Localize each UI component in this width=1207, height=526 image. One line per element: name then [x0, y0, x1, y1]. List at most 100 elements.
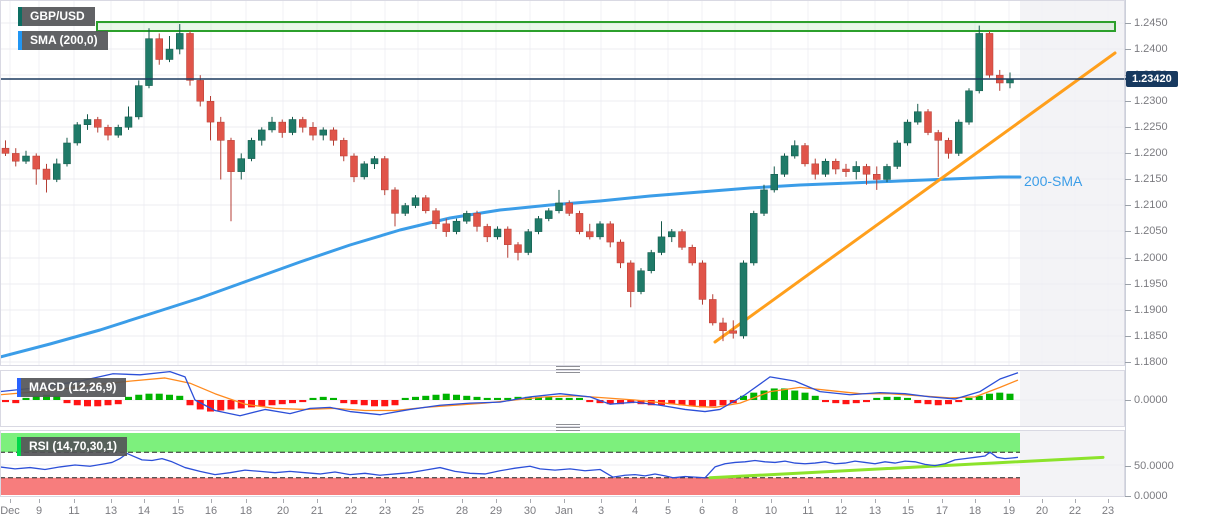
price-axis-label: 1.2050 — [1134, 225, 1168, 237]
sma200-line[interactable] — [0, 175, 1022, 359]
time-axis-tick — [385, 499, 386, 503]
time-axis-label: 5 — [664, 505, 672, 517]
price-axis-label: 1.2300 — [1134, 95, 1168, 107]
time-axis-tick — [211, 499, 212, 503]
time-axis-tick — [875, 499, 876, 503]
time-axis-label: 15 — [171, 505, 185, 517]
time-axis-tick — [246, 499, 247, 503]
symbol-badge: GBP/USD — [18, 7, 95, 26]
current-price-tag: 1.23420 — [1124, 71, 1178, 87]
time-axis-tick — [702, 499, 703, 503]
price-axis-tick — [1125, 231, 1131, 232]
price-axis-tick — [1125, 153, 1131, 154]
price-axis-label: 1.2200 — [1134, 147, 1168, 159]
time-axis-label: Jan — [555, 505, 573, 517]
time-axis-label: 21 — [310, 505, 324, 517]
time-axis-tick — [283, 499, 284, 503]
time-axis-tick — [1108, 499, 1109, 503]
time-axis-tick — [1075, 499, 1076, 503]
time-axis-label: 13 — [868, 505, 882, 517]
macd-histogram — [2, 388, 1014, 412]
price-axis-label: 1.1800 — [1134, 356, 1168, 368]
ascending-trendline[interactable] — [713, 51, 1117, 344]
time-axis-label: 11 — [802, 505, 814, 517]
time-axis-tick — [975, 499, 976, 503]
time-axis-tick — [462, 499, 463, 503]
price-axis-tick — [1125, 362, 1131, 363]
time-axis-label: 16 — [204, 505, 218, 517]
macd-indicator-badge: MACD (12,26,9) — [17, 378, 127, 397]
rsi-overbought-band — [0, 433, 1020, 453]
time-axis-label: 19 — [1002, 505, 1016, 517]
time-axis-label: 17 — [935, 505, 949, 517]
rsi-oversold-band — [0, 477, 1020, 495]
rsi-line — [0, 451, 1019, 479]
time-axis-label: 14 — [137, 505, 151, 517]
rsi-0-tick — [1125, 496, 1131, 497]
price-axis-tick — [1125, 101, 1131, 102]
macd-panel-resize-grip[interactable] — [556, 364, 580, 373]
time-axis-tick — [668, 499, 669, 503]
time-axis-label: 18 — [239, 505, 253, 517]
time-axis-tick — [942, 499, 943, 503]
time-axis-tick — [496, 499, 497, 503]
time-axis-tick — [10, 499, 11, 503]
rsi-trendline[interactable] — [708, 455, 1105, 480]
time-axis-label: 10 — [764, 505, 778, 517]
macd-panel-canvas[interactable] — [0, 370, 1125, 427]
price-axis-label: 1.2100 — [1134, 199, 1168, 211]
resistance-zone-box[interactable] — [96, 21, 1116, 32]
time-axis-label: 20 — [1035, 505, 1049, 517]
price-axis-tick — [1125, 336, 1131, 337]
time-axis-label: 30 — [523, 505, 537, 517]
time-axis-tick — [808, 499, 809, 503]
rsi-indicator-badge: RSI (14,70,30,1) — [17, 437, 128, 456]
time-axis-tick — [74, 499, 75, 503]
time-axis-label: 13 — [104, 505, 118, 517]
macd-zero-tick — [1125, 400, 1131, 401]
time-axis-label: 3 — [597, 505, 605, 517]
time-axis-label: 8 — [731, 505, 739, 517]
macd-line — [0, 371, 1019, 417]
rsi-50-axis-label: 50.0000 — [1134, 460, 1174, 472]
time-axis-tick — [1042, 499, 1043, 503]
time-axis-label: 28 — [455, 505, 469, 517]
time-axis-tick — [564, 499, 565, 503]
time-axis-label: 18 — [968, 505, 982, 517]
time-axis-tick — [317, 499, 318, 503]
price-axis-tick — [1125, 310, 1131, 311]
time-axis-label: 11 — [68, 505, 80, 517]
rsi-panel-resize-grip[interactable] — [556, 422, 580, 431]
rsi-panel-canvas[interactable] — [0, 430, 1125, 497]
price-axis-tick — [1125, 179, 1131, 180]
time-axis-label: 20 — [276, 505, 290, 517]
time-axis-label: Dec — [0, 505, 20, 517]
price-axis-tick — [1125, 127, 1131, 128]
rsi-0-axis-label: 0.0000 — [1134, 490, 1168, 502]
time-axis-tick — [735, 499, 736, 503]
price-axis-tick — [1125, 205, 1131, 206]
price-axis-tick — [1125, 284, 1131, 285]
time-axis-label: 12 — [834, 505, 848, 517]
time-axis-label: 4 — [631, 505, 639, 517]
price-axis-label: 1.2000 — [1134, 252, 1168, 264]
time-axis-label: 23 — [1101, 505, 1115, 517]
time-axis-tick — [601, 499, 602, 503]
time-axis-tick — [111, 499, 112, 503]
time-axis-tick — [351, 499, 352, 503]
macd-zero-axis-label: 0.0000 — [1134, 394, 1168, 406]
time-axis-tick — [908, 499, 909, 503]
time-axis-label: 6 — [698, 505, 706, 517]
time-axis-tick — [841, 499, 842, 503]
time-axis-tick — [178, 499, 179, 503]
price-panel-canvas[interactable] — [0, 0, 1125, 366]
price-axis-label: 1.1900 — [1134, 304, 1168, 316]
time-axis-label: 29 — [489, 505, 503, 517]
rsi-50-tick — [1125, 466, 1131, 467]
price-axis-label: 1.2450 — [1134, 17, 1168, 29]
time-axis-tick — [418, 499, 419, 503]
price-axis-tick — [1125, 258, 1131, 259]
time-axis-tick — [39, 499, 40, 503]
time-axis-tick — [530, 499, 531, 503]
price-axis-tick — [1125, 23, 1131, 24]
